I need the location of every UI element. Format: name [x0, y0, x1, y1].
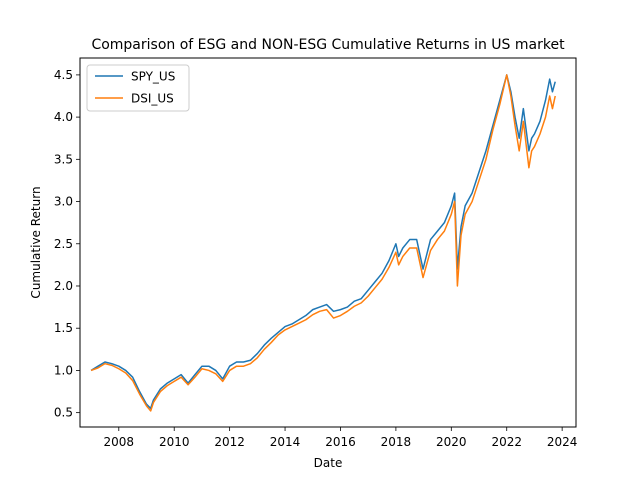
- x-tick-label: 2020: [436, 435, 467, 449]
- y-tick-label: 4.5: [54, 68, 73, 82]
- series-layer: [90, 74, 556, 412]
- x-tick-label: 2010: [159, 435, 190, 449]
- y-tick-label: 0.5: [54, 406, 73, 420]
- y-axis-label: Cumulative Return: [29, 186, 43, 298]
- legend: SPY_US DSI_US: [86, 64, 190, 112]
- x-axis-label: Date: [314, 456, 343, 470]
- x-tick-label: 2024: [547, 435, 578, 449]
- y-tick-label: 3.5: [54, 152, 73, 166]
- series-line-spy-us: [90, 74, 556, 410]
- y-axis-ticks: 0.5 1.0 1.5 2.0 2.5 3.0 3.5 4.0 4.5: [54, 68, 80, 420]
- y-tick-label: 2.0: [54, 279, 73, 293]
- series-line-dsi-us: [90, 74, 556, 412]
- x-axis-ticks: 2008 2010 2012 2014 2016 2018 2020 2022 2024: [104, 427, 578, 449]
- x-tick-label: 2018: [381, 435, 412, 449]
- y-tick-label: 3.0: [54, 195, 73, 209]
- x-tick-label: 2014: [270, 435, 301, 449]
- y-tick-label: 1.0: [54, 363, 73, 377]
- x-tick-label: 2016: [325, 435, 356, 449]
- legend-label-spy-us: SPY_US: [131, 70, 175, 84]
- chart-title: Comparison of ESG and NON-ESG Cumulative…: [91, 37, 565, 53]
- plot-frame: [79, 57, 577, 428]
- x-tick-label: 2022: [491, 435, 522, 449]
- y-tick-label: 4.0: [54, 110, 73, 124]
- x-tick-label: 2012: [214, 435, 245, 449]
- y-tick-label: 1.5: [54, 321, 73, 335]
- x-tick-label: 2008: [104, 435, 135, 449]
- legend-label-dsi-us: DSI_US: [131, 92, 174, 106]
- y-tick-label: 2.5: [54, 237, 73, 251]
